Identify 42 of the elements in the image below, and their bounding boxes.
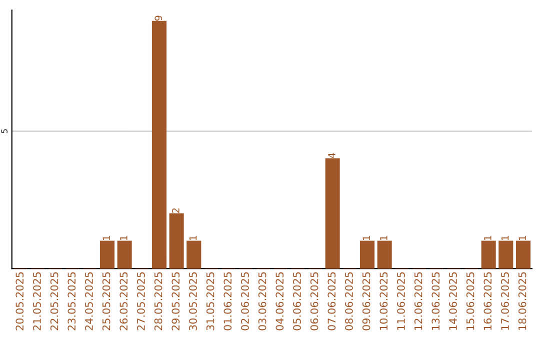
x-tick-label: 20.05.2025	[16, 272, 24, 330]
data-label: 1	[362, 236, 370, 240]
x-tick-label: 02.06.2025	[241, 272, 249, 330]
x-tick-label: 09.06.2025	[362, 272, 370, 330]
x-tick-label: 22.05.2025	[50, 272, 58, 330]
x-tick-label: 21.05.2025	[33, 272, 41, 330]
x-tick-label: 08.06.2025	[345, 272, 353, 330]
x-tick-label: 03.06.2025	[258, 272, 266, 330]
x-tick-label: 06.06.2025	[310, 272, 318, 330]
x-tick-label: 12.06.2025	[414, 272, 422, 330]
data-label: 4	[328, 153, 336, 158]
data-label: 1	[380, 236, 388, 240]
x-tick-label: 07.06.2025	[328, 272, 336, 330]
x-tick-label: 04.06.2025	[276, 272, 284, 330]
x-tick-label: 23.05.2025	[68, 272, 76, 330]
x-tick-label: 31.05.2025	[206, 272, 214, 330]
data-label: 1	[189, 236, 197, 240]
data-label: 1	[518, 236, 526, 240]
data-label: 1	[120, 236, 128, 240]
x-tick-label: 24.05.2025	[85, 272, 93, 330]
x-tick-label: 25.05.2025	[102, 272, 110, 330]
y-tick-label: 5	[1, 129, 8, 134]
x-tick-label: 11.06.2025	[397, 272, 405, 330]
x-tick-label: 13.06.2025	[432, 272, 440, 330]
data-label: 1	[484, 236, 492, 240]
x-tick-label: 28.05.2025	[154, 272, 162, 330]
x-tick-label: 16.06.2025	[484, 272, 492, 330]
x-tick-label: 29.05.2025	[172, 272, 180, 330]
data-label: 1	[102, 236, 110, 240]
x-tick-label: 05.06.2025	[293, 272, 301, 330]
x-tick-label: 17.06.2025	[501, 272, 509, 330]
x-tick-label: 26.05.2025	[120, 272, 128, 330]
x-tick-label: 30.05.2025	[189, 272, 197, 330]
x-tick-label: 27.05.2025	[137, 272, 145, 330]
x-tick-label: 14.06.2025	[449, 272, 457, 330]
x-tick-label: 15.06.2025	[466, 272, 474, 330]
x-tick-label: 01.06.2025	[224, 272, 232, 330]
x-tick-label: 10.06.2025	[380, 272, 388, 330]
data-label: 9	[154, 16, 162, 21]
data-label: 1	[501, 236, 509, 240]
data-label: 2	[172, 208, 180, 213]
x-tick-label: 18.06.2025	[518, 272, 526, 330]
